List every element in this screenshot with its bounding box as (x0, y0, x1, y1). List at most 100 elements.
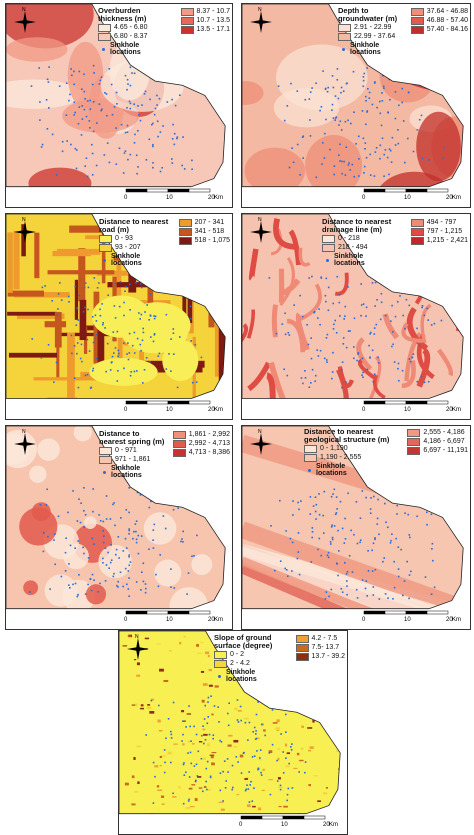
legend-label: 22.99 - 37.64 (354, 32, 396, 40)
sinkhole-dot-icon (308, 468, 311, 472)
scale-tick-label: 10 (166, 195, 173, 201)
scale-unit-label: Km (214, 617, 223, 623)
legend-item: 0 - 2 (214, 650, 290, 659)
legend-item: 46.88 - 57.40 (410, 16, 468, 25)
map-road: N 0 10 20 Km (6, 214, 226, 413)
north-label: N (22, 217, 26, 223)
scale-bar: 0 10 20 Km (124, 400, 223, 413)
legend-label: 7.5- 13.7 (311, 643, 340, 651)
scale-tick-label: 10 (404, 407, 411, 413)
legend-sinkhole: Sinkhole locations (322, 252, 405, 268)
legend-label: 2.91 - 22.99 (354, 23, 392, 31)
north-arrow-icon: N (127, 634, 149, 660)
scale-tick-label: 10 (281, 822, 288, 828)
sinkhole-dot-icon (218, 674, 221, 678)
legend-label: 6.80 - 8.37 (114, 32, 148, 40)
scale-tick-label: 0 (124, 617, 128, 623)
scale-tick-label: 20 (208, 407, 215, 413)
map-spring: N 0 10 20 Km (6, 426, 226, 623)
map-overburden: N 0 10 20 Km (6, 4, 226, 201)
legend-label: 1,861 - 2,992 (188, 430, 230, 438)
scale-bar: 0 10 20 Km (362, 400, 461, 413)
legend-swatch (407, 437, 421, 446)
scale-tick-label: 0 (362, 195, 366, 201)
legend-sinkhole: Sinkhole locations (99, 464, 167, 480)
legend-swatch (178, 218, 192, 227)
legend-item: 57.40 - 84.16 (410, 25, 468, 34)
scale-tick-label: 0 (362, 407, 366, 413)
map-drainage: N 0 10 20 Km (242, 214, 464, 413)
legend-swatch (407, 428, 421, 437)
scale-unit-label: Km (214, 195, 223, 201)
legend-item: 207 - 341 (178, 218, 230, 227)
legend-drainage: Distance to nearest drainage line (m) 0 -… (322, 218, 468, 268)
scale-tick-label: 20 (446, 195, 453, 201)
legend-swatch (410, 16, 424, 25)
scale-unit-label: Km (214, 407, 223, 413)
scale-tick-label: 10 (404, 617, 411, 623)
sinkhole-dot-icon (103, 258, 106, 262)
legend-title: Slope of ground surface (degree) (214, 633, 273, 650)
legend-item: 4,186 - 6,697 (407, 437, 468, 446)
scale-tick-label: 10 (166, 407, 173, 413)
legend-spring: Distance to nearest spring (m) 0 - 971 971… (99, 430, 230, 480)
legend-item: 2.91 - 22.99 (338, 23, 405, 32)
legend-swatch (99, 234, 112, 243)
legend-item: 0 - 218 (322, 234, 405, 243)
legend-label: 2 - 4.2 (230, 659, 250, 667)
legend-label: 207 - 341 (194, 218, 225, 226)
panel-groundwater: N 0 10 20 Km Depth to groundwater (m) 2.91 - … (241, 3, 471, 208)
sinkhole-label: Sinkhole locations (111, 465, 142, 479)
legend-label: 13.7 - 39.2 (311, 652, 345, 660)
legend-item: 8.37 - 10.7 (180, 7, 230, 16)
legend-swatch (410, 236, 424, 245)
legend-item: 13.5 - 17.1 (180, 25, 230, 34)
legend-item: 0 - 93 (99, 234, 173, 243)
legend-item: 2,992 - 4,713 (172, 439, 230, 448)
scale-tick-label: 20 (446, 617, 453, 623)
panel-drainage: N 0 10 20 Km Distance to nearest drainage li… (241, 213, 471, 420)
scale-unit-label: Km (452, 407, 461, 413)
north-arrow-icon: N (250, 7, 272, 33)
legend-label: 971 - 1,861 (115, 455, 151, 463)
legend-item: 518 - 1,075 (178, 236, 230, 245)
legend-swatch (172, 448, 186, 457)
scale-tick-label: 20 (323, 822, 330, 828)
legend-swatch (99, 446, 112, 455)
legend-swatch (172, 430, 186, 439)
legend-title: Distance to nearest geological structure… (304, 427, 390, 444)
legend-label: 0 - 2 (230, 650, 245, 658)
north-arrow-icon: N (14, 7, 36, 33)
legend-swatch (98, 32, 111, 41)
scale-tick-label: 10 (404, 195, 411, 201)
legend-swatch (410, 25, 424, 34)
map-groundwater: N 0 10 20 Km (242, 4, 464, 201)
legend-swatch (322, 234, 335, 243)
north-arrow-icon: N (14, 429, 36, 455)
legend-swatch (214, 650, 227, 659)
map-slope: N 0 10 20 Km (119, 631, 341, 828)
legend-item: 4,713 - 8,386 (172, 448, 230, 457)
legend-swatch (304, 453, 317, 462)
sinkhole-dot-icon (342, 47, 345, 51)
legend-sinkhole: Sinkhole locations (338, 41, 405, 57)
legend-label: 2,992 - 4,713 (188, 439, 230, 447)
scale-tick-label: 20 (446, 407, 453, 413)
legend-swatch (180, 25, 194, 34)
legend-label: 494 - 797 (426, 218, 457, 226)
legend-swatch (99, 243, 112, 252)
legend-item: 1,861 - 2,992 (172, 430, 230, 439)
legend-item: 1,215 - 2,421 (410, 236, 468, 245)
scale-tick-label: 0 (362, 617, 366, 623)
legend-item: 7.5- 13.7 (295, 643, 345, 652)
legend-swatch (304, 444, 317, 453)
legend-item: 341 - 518 (178, 227, 230, 236)
legend-label: 797 - 1,215 (426, 227, 463, 235)
legend-label: 4.65 - 6.80 (114, 23, 148, 31)
legend-item: 2,555 - 4,186 (407, 428, 468, 437)
legend-sinkhole: Sinkhole locations (304, 462, 401, 478)
panel-overburden: N 0 10 20 Km Overburden thickness (m) 4.65 - … (5, 3, 233, 208)
legend-title: Overburden thickness (m) (98, 6, 147, 23)
scale-bar: 0 10 20 Km (124, 188, 223, 201)
